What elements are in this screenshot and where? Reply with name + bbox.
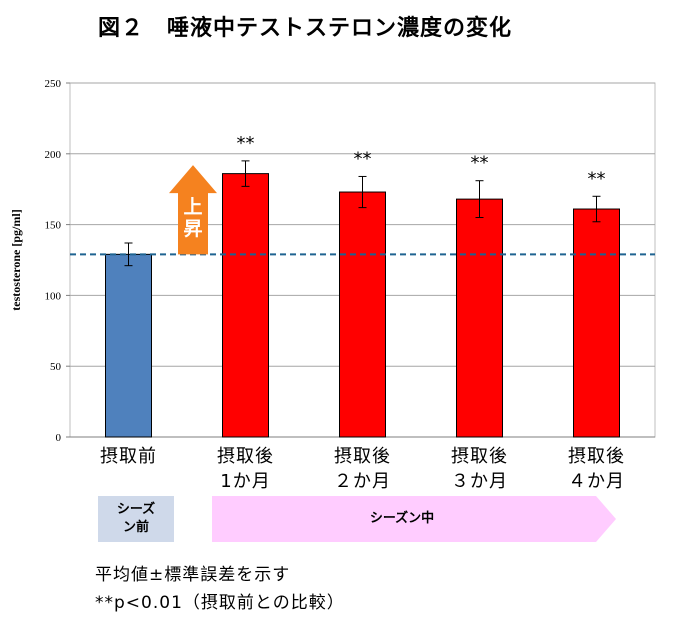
bar-chart: 0 50 100 150 200 250 testosterone [pg/ml] 摂取前 **…: [9, 78, 656, 492]
bar: [222, 173, 269, 438]
x-tick-label: 摂取後: [568, 446, 625, 467]
significance-marker: **: [237, 133, 255, 154]
y-tick-label: 200: [45, 149, 62, 161]
x-tick-label: ４か月: [568, 471, 625, 492]
significance-marker: **: [471, 153, 489, 174]
phase-in-season: シーズン中: [212, 496, 616, 542]
bar: [105, 253, 152, 438]
x-tick-label: 摂取後: [451, 446, 508, 467]
y-tick-label: 150: [45, 220, 62, 232]
x-tick-label: 摂取後: [217, 446, 274, 467]
phase-pre-label: シーズン前: [116, 502, 156, 535]
bar: [339, 191, 386, 438]
significance-marker: **: [588, 168, 606, 189]
phase-in-label: シーズン中: [369, 511, 435, 526]
x-tick-label: 摂取前: [100, 446, 157, 467]
note-mean-se: 平均値±標準誤差を示す: [95, 565, 291, 585]
up-arrow: [169, 165, 217, 255]
y-axis-label: testosterone [pg/ml]: [9, 209, 23, 310]
x-tick-label: 摂取後: [334, 446, 391, 467]
y-tick-label: 0: [56, 432, 62, 444]
bar: [573, 208, 620, 438]
x-tick-label: ２か月: [334, 471, 391, 492]
arrow-label: 昇: [183, 218, 202, 240]
bar: [456, 198, 503, 438]
phase-pre-season: シーズン前: [98, 496, 174, 542]
phase-in-arrow-shape: [212, 496, 616, 542]
x-tick-label: ３か月: [451, 471, 508, 492]
x-tick-label: 1か月: [220, 471, 270, 492]
chart-title: 図２ 唾液中テストステロン濃度の変化: [98, 16, 513, 41]
arrow-label: 上: [183, 196, 202, 218]
note-significance: **p<0.01（摂取前との比較）: [95, 593, 345, 613]
significance-marker: **: [354, 148, 372, 169]
y-tick-label: 250: [45, 78, 62, 90]
y-tick-label: 50: [50, 361, 62, 373]
y-tick-label: 100: [45, 290, 62, 302]
